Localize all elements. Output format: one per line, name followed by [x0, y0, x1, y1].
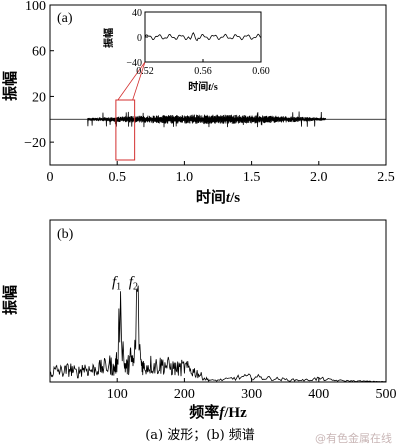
panel-a-x-title-var: t — [226, 190, 231, 206]
x-tick-label: 400 — [308, 387, 329, 402]
peak-label: f1 — [112, 274, 121, 292]
peak-label-symbol: f — [129, 274, 135, 290]
inset-y-axis: 40 0 −40 — [126, 8, 148, 69]
panel-a-x-title-prefix: 时间 — [196, 188, 226, 206]
panel-b-y-title: 振幅 — [1, 285, 19, 315]
inset-y-title: 振幅 — [102, 28, 115, 48]
x-tick-label: 0 — [47, 170, 54, 185]
inset-x-title: 时间t/s — [188, 80, 218, 93]
peak-label-symbol: f — [112, 274, 118, 290]
x-tick-label: 2.0 — [310, 170, 328, 185]
panel-b-frame — [49, 219, 387, 383]
x-tick-label: 300 — [241, 387, 262, 402]
panel-a-y-title: 振幅 — [1, 71, 19, 101]
panel-b-x-title-var: f — [219, 405, 226, 421]
x-tick-label: 100 — [107, 387, 128, 402]
inset-y-tick-label: 40 — [132, 8, 142, 19]
x-tick-label: 500 — [376, 387, 397, 402]
x-tick-label: 0.5 — [108, 170, 126, 185]
panel-b-tag: (b) — [57, 227, 74, 242]
inset-x-title-var: t — [208, 82, 212, 93]
peak-label: f2 — [129, 274, 138, 292]
peak-label-subscript: 1 — [116, 281, 121, 292]
panel-b: (b) 100 200 300 400 500 f1 f2 振幅 频率f/Hz — [1, 219, 397, 421]
inset-x-title-prefix: 时间 — [188, 80, 208, 93]
inset: 0.52 0.56 0.60 40 0 −40 振幅 时间t/s — [102, 8, 270, 93]
inset-leader-line-2 — [132, 61, 146, 101]
panel-a-x-title-unit: /s — [229, 190, 240, 206]
panel-b-x-title: 频率f/Hz — [189, 403, 247, 421]
peak-labels: f1 f2 — [112, 274, 138, 292]
watermark: @有色金属在线 — [315, 432, 392, 445]
panel-b-x-title-prefix: 频率 — [189, 403, 219, 421]
x-tick-label: 1.5 — [243, 170, 261, 185]
inset-series-line — [144, 32, 262, 42]
inset-y-tick-label: 0 — [137, 33, 142, 44]
highlight-box — [115, 99, 136, 161]
inset-y-tick-label: −40 — [126, 58, 142, 69]
panel-a-frame — [49, 4, 387, 166]
panel-a-tag: (a) — [57, 11, 73, 26]
spectrum-series-line — [49, 285, 387, 383]
panel-a-x-axis: 0 0.5 1.0 1.5 2.0 2.5 — [47, 161, 395, 185]
inset-x-tick-label: 0.56 — [194, 66, 212, 77]
inset-leader-line-1 — [117, 61, 146, 101]
peak-label-subscript: 2 — [133, 281, 138, 292]
panel-b-x-title-unit: /Hz — [223, 405, 247, 421]
inset-x-tick-label: 0.60 — [252, 66, 270, 77]
panel-b-x-axis: 100 200 300 400 500 — [107, 378, 397, 402]
x-tick-label: 1.0 — [176, 170, 194, 185]
y-tick-label: 100 — [25, 0, 46, 14]
x-tick-label: 2.5 — [377, 170, 395, 185]
panel-a-x-title: 时间t/s — [196, 188, 240, 206]
y-tick-label: 60 — [32, 45, 46, 60]
y-tick-label: 20 — [32, 90, 46, 105]
x-tick-label: 200 — [174, 387, 195, 402]
waveform-series-line — [50, 111, 386, 128]
inset-x-tick-label: 0.52 — [136, 66, 154, 77]
panel-a-y-axis: 100 60 20 −20 — [24, 0, 54, 151]
inset-frame — [144, 11, 262, 63]
inset-x-title-unit: /s — [210, 82, 218, 93]
figure-caption: (a) 波形；(b) 频谱 — [145, 428, 255, 443]
y-tick-label: −20 — [24, 136, 46, 151]
